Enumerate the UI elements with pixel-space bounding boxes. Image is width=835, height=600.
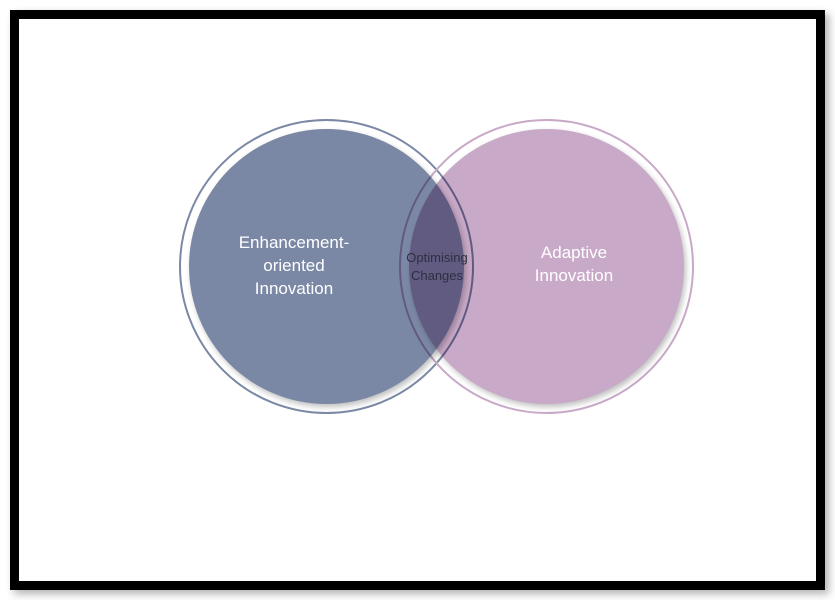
diagram-frame: Enhancement- oriented Innovation Adaptiv… xyxy=(10,10,825,590)
right-circle-label: Adaptive Innovation xyxy=(494,242,654,288)
intersection-label: Optimising Changes xyxy=(397,249,477,284)
left-circle-label: Enhancement- oriented Innovation xyxy=(214,232,374,301)
venn-diagram: Enhancement- oriented Innovation Adaptiv… xyxy=(179,119,694,414)
